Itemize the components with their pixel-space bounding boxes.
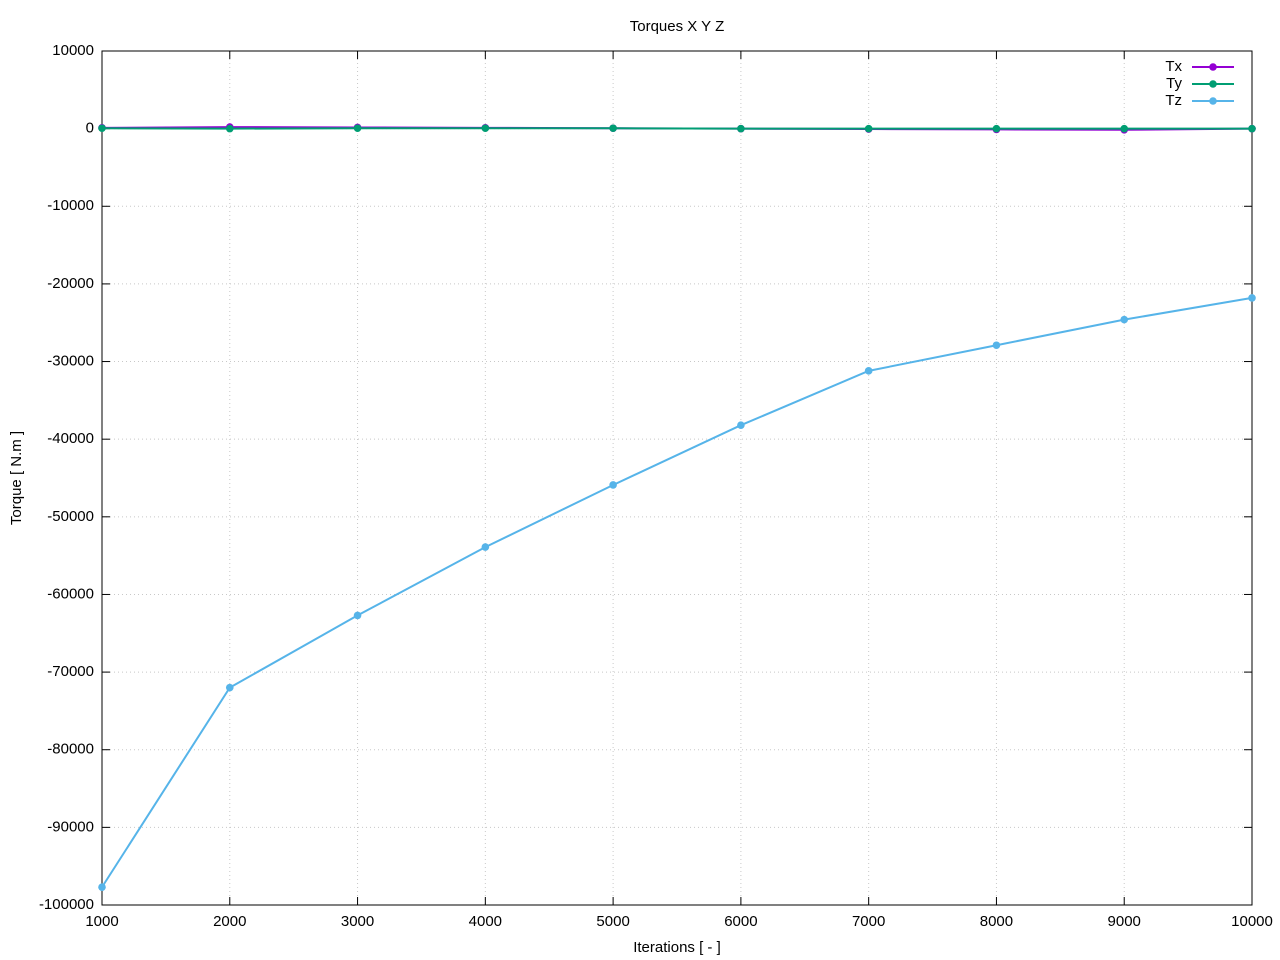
- data-point: [609, 481, 617, 489]
- legend-label: Tx: [1165, 58, 1182, 75]
- data-point: [353, 124, 362, 133]
- data-point: [864, 124, 873, 133]
- data-point: [992, 341, 1001, 350]
- x-tick-label: 3000: [341, 913, 374, 930]
- data-point: [1248, 294, 1256, 302]
- legend-marker: [1209, 97, 1217, 105]
- data-point: [481, 124, 490, 133]
- y-tick-label: -100000: [39, 896, 94, 913]
- data-point: [481, 543, 490, 551]
- y-tick-label: -60000: [47, 585, 94, 602]
- y-tick-label: -20000: [47, 275, 94, 292]
- data-point: [737, 421, 745, 430]
- x-tick-label: 10000: [1231, 913, 1273, 930]
- data-point: [98, 124, 106, 133]
- data-point: [225, 124, 234, 133]
- legend-label: Ty: [1166, 75, 1182, 92]
- data-point: [98, 883, 106, 891]
- data-point: [353, 611, 362, 620]
- x-tick-label: 2000: [213, 913, 246, 930]
- data-point: [864, 367, 873, 375]
- data-point: [737, 124, 745, 133]
- x-tick-label: 1000: [85, 913, 118, 930]
- x-tick-label: 8000: [980, 913, 1013, 930]
- y-tick-label: 10000: [52, 42, 94, 59]
- plot-frame: [101, 50, 1253, 906]
- x-tick-label: 9000: [1108, 913, 1141, 930]
- data-point: [225, 683, 234, 692]
- x-tick-label: 4000: [469, 913, 502, 930]
- data-point: [1120, 124, 1129, 133]
- chart-title: Torques X Y Z: [630, 18, 725, 35]
- series-line: [101, 296, 1253, 888]
- x-axis-label: Iterations [ - ]: [633, 939, 721, 956]
- x-tick-label: 7000: [852, 913, 885, 930]
- y-tick-label: -80000: [47, 741, 94, 758]
- data-point: [992, 124, 1001, 133]
- y-tick-label: -30000: [47, 353, 94, 370]
- y-tick-label: -70000: [47, 663, 94, 680]
- y-tick-label: -10000: [47, 197, 94, 214]
- legend-marker: [1209, 80, 1217, 88]
- y-tick-label: 0: [86, 120, 94, 137]
- y-tick-label: -40000: [47, 430, 94, 447]
- x-tick-label: 5000: [596, 913, 629, 930]
- legend-label: Tz: [1165, 92, 1182, 109]
- data-point: [1248, 124, 1256, 133]
- y-axis-label: Torque [ N.m ]: [8, 431, 25, 525]
- x-tick-label: 6000: [724, 913, 757, 930]
- legend-marker: [1209, 63, 1217, 71]
- data-point: [1120, 315, 1129, 324]
- y-tick-label: -90000: [47, 818, 94, 835]
- data-point: [609, 124, 617, 133]
- y-tick-label: -50000: [47, 508, 94, 525]
